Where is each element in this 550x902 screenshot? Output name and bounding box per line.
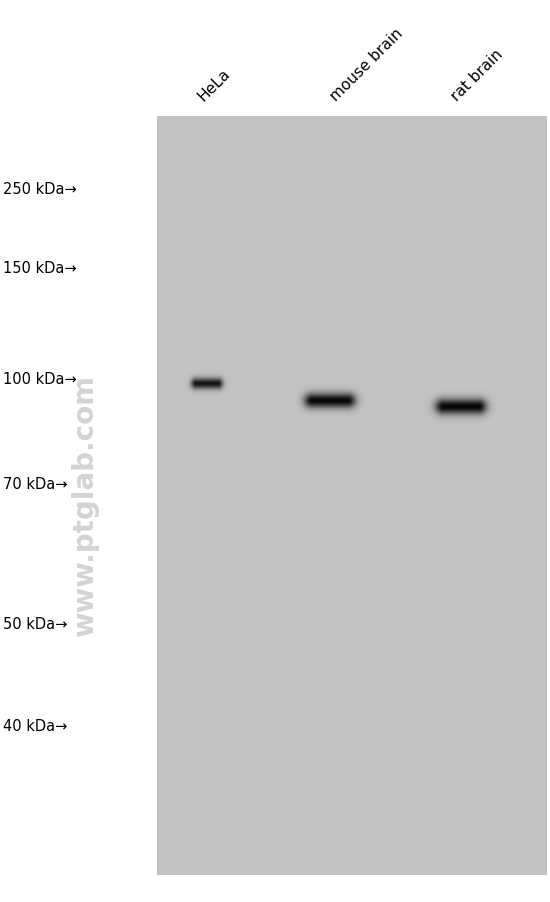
Bar <box>157 117 547 875</box>
Text: 70 kDa→: 70 kDa→ <box>3 477 67 492</box>
Text: 150 kDa→: 150 kDa→ <box>3 261 76 275</box>
Text: 250 kDa→: 250 kDa→ <box>3 182 76 197</box>
Text: www.ptglab.com: www.ptglab.com <box>72 374 99 636</box>
Text: HeLa: HeLa <box>195 66 233 104</box>
Text: 40 kDa→: 40 kDa→ <box>3 719 67 733</box>
Text: mouse brain: mouse brain <box>327 25 405 104</box>
Text: rat brain: rat brain <box>448 47 505 104</box>
Text: 50 kDa→: 50 kDa→ <box>3 617 67 631</box>
Text: 100 kDa→: 100 kDa→ <box>3 372 76 386</box>
